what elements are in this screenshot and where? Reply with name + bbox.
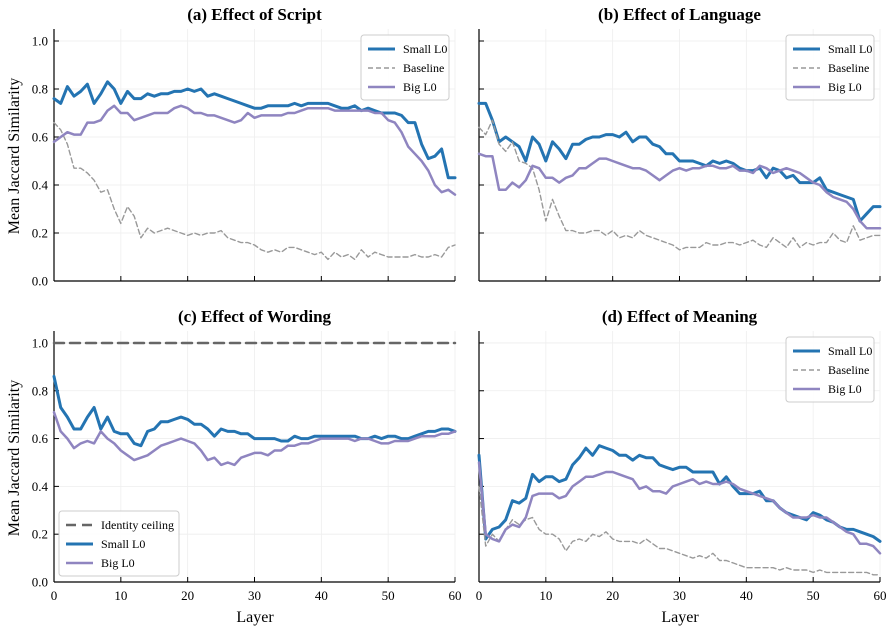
series-line-baseline <box>478 485 881 576</box>
y-tick-label: 0.4 <box>32 178 49 193</box>
x-tick-label: 10 <box>114 588 127 603</box>
legend-box <box>58 510 180 577</box>
x-tick-label: 60 <box>449 588 462 603</box>
chart-title: (c) Effect of Wording <box>178 307 332 326</box>
y-tick-label: 0.2 <box>32 226 48 241</box>
x-axis-label-left: Layer <box>236 609 274 626</box>
x-tick-label: 30 <box>248 588 261 603</box>
y-tick-label: 0.0 <box>32 575 48 590</box>
x-tick-label: 0 <box>51 588 58 603</box>
x-tick-label: 0 <box>476 588 483 603</box>
series-line-big-l0 <box>52 411 457 467</box>
chart-panel-2: 0 10 20 30 40 50 60 0.0 0.2 0.4 0.6 0.8 1.0 (c) Effec… <box>32 307 462 603</box>
y-tick-label: 0.4 <box>32 479 49 494</box>
chart-panel-3: 0 10 20 30 40 50 60 (d) Effect of Meaning Small … <box>476 307 887 603</box>
legend-box <box>785 34 875 101</box>
y-tick-label: 0.8 <box>32 383 48 398</box>
legend-label: Big L0 <box>101 556 135 570</box>
chart-title: (d) Effect of Meaning <box>602 307 758 326</box>
x-tick-label: 40 <box>315 588 328 603</box>
legend-label: Baseline <box>828 363 869 377</box>
legend: Small L0 Baseline Big L0 <box>785 34 875 101</box>
y-tick-label: 1.0 <box>32 34 48 49</box>
chart-title: (b) Effect of Language <box>598 5 761 24</box>
x-tick-label: 40 <box>740 588 753 603</box>
x-tick-label: 20 <box>181 588 194 603</box>
series-line-small-l0 <box>52 374 457 448</box>
x-axis-label-right: Layer <box>661 609 699 626</box>
y-tick-label: 0.0 <box>32 274 48 289</box>
chart-panel-1: (b) Effect of Language Small L0 Baseline Bi… <box>477 5 882 282</box>
legend-label: Big L0 <box>828 80 862 94</box>
legend-label: Baseline <box>403 61 444 75</box>
legend-label: Big L0 <box>828 382 862 396</box>
legend: Small L0 Baseline Big L0 <box>360 34 450 101</box>
legend-box <box>785 336 875 403</box>
y-tick-label: 1.0 <box>32 335 48 350</box>
legend-label: Baseline <box>828 61 869 75</box>
series-line-small-l0 <box>477 444 882 543</box>
y-tick-label: 0.2 <box>32 527 48 542</box>
legend-label: Identity ceiling <box>101 518 174 532</box>
legend-label: Small L0 <box>828 42 872 56</box>
series-line-baseline <box>53 121 456 261</box>
chart-title: (a) Effect of Script <box>187 5 322 24</box>
x-tick-label: 30 <box>673 588 686 603</box>
y-axis-label-bottom: Mean Jaccard Similarity <box>6 380 23 536</box>
series-line-big-l0 <box>52 104 457 196</box>
series-line-big-l0 <box>477 461 882 555</box>
y-tick-label: 0.6 <box>32 130 49 145</box>
y-tick-label: 0.8 <box>32 82 48 97</box>
legend-label: Small L0 <box>101 537 145 551</box>
legend-box <box>360 34 450 101</box>
chart-panel-0: 0.0 0.2 0.4 0.6 0.8 1.0 (a) Effect of Script Sm… <box>32 5 457 289</box>
series-line-baseline <box>478 119 881 251</box>
panels: 0.0 0.2 0.4 0.6 0.8 1.0 (a) Effect of Script Sm… <box>32 5 887 603</box>
series-line-small-l0 <box>52 80 457 180</box>
legend: Small L0 Baseline Big L0 <box>785 336 875 403</box>
legend: Identity ceiling Small L0 Big L0 <box>58 510 180 577</box>
series-line-big-l0 <box>477 152 882 230</box>
legend-label: Small L0 <box>403 42 447 56</box>
x-tick-label: 10 <box>539 588 552 603</box>
x-tick-label: 50 <box>382 588 395 603</box>
x-tick-label: 60 <box>874 588 887 603</box>
x-tick-label: 20 <box>606 588 619 603</box>
y-tick-label: 0.6 <box>32 431 49 446</box>
x-tick-label: 50 <box>807 588 820 603</box>
legend-label: Big L0 <box>403 80 437 94</box>
legend-label: Small L0 <box>828 344 872 358</box>
y-axis-label-top: Mean Jaccard Similarity <box>6 78 23 234</box>
